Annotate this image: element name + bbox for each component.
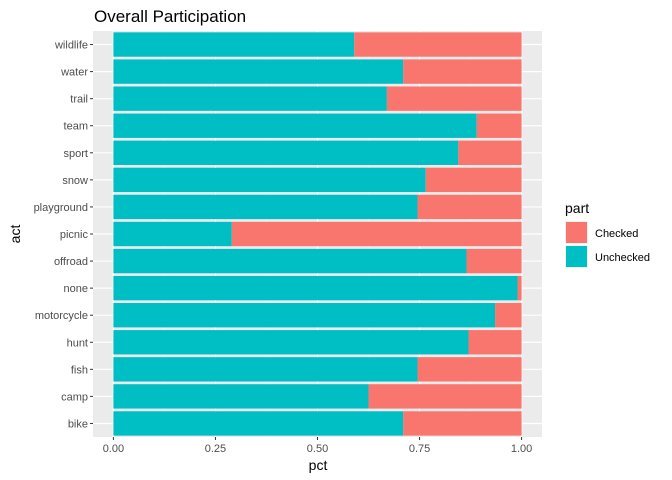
legend-label-checked: Checked	[595, 228, 638, 240]
y-tick-label: picnic	[60, 229, 89, 241]
bar-none-unchecked	[113, 275, 518, 301]
bar-camp-checked	[368, 384, 522, 409]
y-tick-label: trail	[70, 94, 88, 106]
bar-trail-checked	[386, 86, 522, 111]
bar-playground-unchecked	[113, 194, 418, 220]
y-tick-label: wildlife	[54, 40, 88, 52]
chart-title: Overall Participation	[94, 7, 246, 26]
y-tick-label: fish	[71, 364, 88, 376]
legend-label-unchecked: Unchecked	[595, 252, 650, 264]
bar-water-unchecked	[113, 59, 404, 84]
bar-wildlife-unchecked	[113, 32, 355, 57]
bar-playground-checked	[417, 194, 522, 220]
bars	[113, 32, 522, 436]
bar-snow-unchecked	[113, 167, 426, 193]
bar-picnic-unchecked	[113, 221, 232, 247]
bar-team-checked	[476, 113, 522, 138]
bar-picnic-checked	[231, 221, 522, 247]
y-tick-label: sport	[64, 148, 88, 160]
x-tick-label: 1.00	[511, 443, 532, 455]
bar-snow-checked	[425, 167, 522, 193]
y-tick-label: motorcycle	[35, 310, 88, 322]
y-tick-label: bike	[68, 418, 88, 430]
bar-bike-unchecked	[113, 411, 404, 436]
bar-team-unchecked	[113, 113, 477, 138]
x-axis-ticks: 0.00 0.25 0.50 0.75 1.00	[103, 437, 532, 455]
bar-fish-unchecked	[113, 357, 418, 382]
x-tick-label: 0.50	[307, 443, 328, 455]
x-axis-title: pct	[309, 457, 328, 473]
legend-title: part	[565, 200, 589, 216]
y-tick-label: none	[64, 283, 88, 295]
bar-sport-checked	[458, 140, 522, 165]
bar-motorcycle-unchecked	[113, 303, 496, 328]
bar-offroad-unchecked	[113, 248, 467, 274]
y-tick-label: offroad	[54, 256, 88, 268]
y-tick-label: water	[60, 67, 88, 79]
y-axis-title: act	[7, 225, 23, 244]
x-tick-label: 0.00	[103, 443, 124, 455]
bar-hunt-unchecked	[113, 330, 469, 355]
bar-fish-checked	[417, 357, 522, 382]
x-tick-label: 0.75	[409, 443, 430, 455]
y-tick-label: playground	[34, 202, 88, 214]
bar-wildlife-checked	[354, 32, 522, 57]
legend-key-checked	[566, 222, 587, 243]
y-tick-label: camp	[61, 391, 88, 403]
legend-key-unchecked	[566, 246, 587, 267]
bar-trail-unchecked	[113, 86, 387, 111]
bar-motorcycle-checked	[495, 303, 522, 328]
bar-hunt-checked	[468, 330, 522, 355]
x-tick-label: 0.25	[205, 443, 226, 455]
bar-offroad-checked	[466, 248, 522, 274]
bar-water-checked	[403, 59, 522, 84]
bar-camp-unchecked	[113, 384, 369, 409]
bar-none-checked	[517, 275, 522, 301]
y-tick-label: snow	[62, 175, 88, 187]
bar-sport-unchecked	[113, 140, 459, 165]
y-tick-label: hunt	[67, 337, 88, 349]
bar-bike-checked	[403, 411, 522, 436]
y-tick-label: team	[64, 121, 88, 133]
legend: part Checked Unchecked	[565, 200, 650, 268]
y-axis-ticks: wildlife water trail team sport snow playgroun…	[34, 40, 93, 430]
